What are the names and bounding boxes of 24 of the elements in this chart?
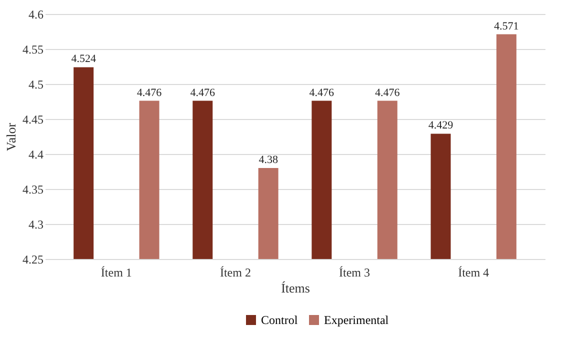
y-tick-label: 4.5 xyxy=(28,78,44,92)
x-tick-label: Ítem 3 xyxy=(339,266,370,280)
data-label: 4.524 xyxy=(71,53,96,66)
x-tick-label: Ítem 2 xyxy=(220,266,251,280)
data-label: 4.476 xyxy=(190,86,216,99)
y-tick-label: 4.25 xyxy=(22,252,44,266)
y-tick-label: 4.6 xyxy=(28,8,44,22)
data-label: 4.429 xyxy=(428,120,454,132)
y-tick-label: 4.55 xyxy=(22,42,44,56)
y-tick-label: 4.45 xyxy=(22,112,44,126)
x-tick-label: Ítem 4 xyxy=(458,266,490,280)
legend-label: Control xyxy=(261,313,298,327)
y-axis-title: Valor xyxy=(4,122,18,152)
x-tick-label: Ítem 1 xyxy=(100,266,132,280)
data-label: 4.571 xyxy=(494,20,519,32)
legend-label: Experimental xyxy=(324,313,390,327)
data-label: 4.476 xyxy=(374,86,400,99)
data-label: 4.476 xyxy=(136,86,162,99)
y-tick-label: 4.35 xyxy=(22,182,44,196)
x-axis-title: Ítems xyxy=(281,280,310,296)
data-label: 4.476 xyxy=(309,86,335,99)
y-tick-label: 4.3 xyxy=(28,218,44,232)
data-label: 4.38 xyxy=(258,154,278,166)
y-tick-label: 4.4 xyxy=(28,148,44,162)
